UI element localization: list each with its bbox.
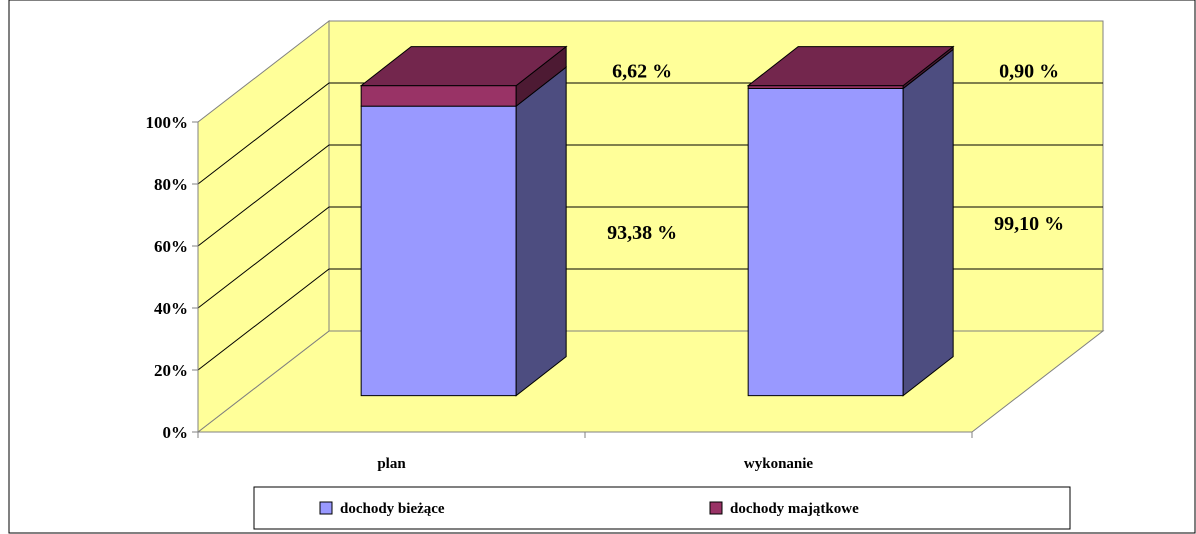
data-labels: 93,38 % 6,62 % 99,10 % 0,90 % [607,61,1064,244]
y-tick-label: 80% [154,175,188,194]
x-category-label: wykonanie [744,456,814,472]
legend-label: dochody bieżące [340,501,445,517]
y-axis-ticks: 0% 20% 40% 60% 80% 100% [146,113,198,442]
y-tick-label: 0% [163,423,189,442]
bar-segment-side [515,66,567,397]
legend-box [253,486,1071,530]
bars [359,45,955,397]
x-axis-categories: plan wykonanie [197,432,973,472]
y-tick-label: 60% [154,237,188,256]
y-tick-label: 20% [154,361,188,380]
bar-segment-front [360,105,517,397]
bar-segment-front [747,87,904,397]
chart-floor [196,330,1105,433]
data-label: 0,90 % [999,61,1059,83]
x-category-label: plan [377,456,406,472]
bar-segment-side [902,48,954,397]
legend-swatch [319,501,333,515]
y-tick-label: 40% [154,299,188,318]
data-label: 6,62 % [612,61,672,83]
bar-top-face [746,46,955,87]
legend-label: dochody majątkowe [730,501,859,517]
data-label: 99,10 % [994,213,1064,235]
bar-top-face [359,46,568,87]
legend-swatch [709,501,723,515]
bar-segment-front [360,85,517,107]
legend: dochody bieżące dochody majątkowe [253,486,1071,530]
data-label: 93,38 % [607,222,677,244]
y-tick-label: 100% [146,113,189,132]
